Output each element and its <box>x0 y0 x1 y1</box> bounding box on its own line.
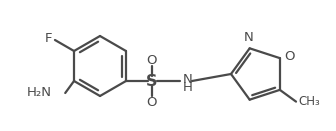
Text: O: O <box>284 50 294 63</box>
Text: F: F <box>44 32 52 45</box>
Text: CH₃: CH₃ <box>298 95 320 108</box>
Text: O: O <box>147 53 157 67</box>
Text: H: H <box>183 81 193 94</box>
Text: S: S <box>146 73 158 89</box>
Text: N: N <box>183 72 193 86</box>
Text: H₂N: H₂N <box>27 86 52 100</box>
Text: O: O <box>147 95 157 108</box>
Text: N: N <box>244 31 254 44</box>
